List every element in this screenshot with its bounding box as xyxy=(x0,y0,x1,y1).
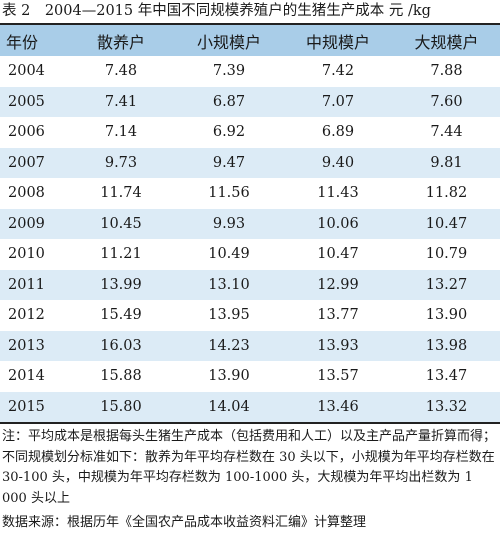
cost-cell: 11.56 xyxy=(208,185,250,202)
cost-cell: 13.27 xyxy=(393,269,500,300)
bottom-rule xyxy=(0,422,500,424)
year-cell: 2015 xyxy=(0,391,67,422)
cost-cell: 7.39 xyxy=(212,63,246,80)
header-cell-small: 小规模户 xyxy=(175,25,283,56)
year-cell: 2006 xyxy=(8,124,45,141)
header-cell-backyard: 散养户 xyxy=(67,25,175,56)
cost-cell: 13.95 xyxy=(208,307,250,324)
cost-cell: 15.88 xyxy=(100,368,142,385)
cost-cell: 11.43 xyxy=(317,185,359,202)
cost-cell: 15.49 xyxy=(100,307,142,324)
cost-table: 年份 散养户 小规模户 中规模户 大规模户 2004 7.48 7.39 7.42 7.… xyxy=(0,25,500,422)
year-cell: 2005 xyxy=(0,86,67,117)
table-row: 2011 13.99 13.10 12.99 13.27 xyxy=(0,269,500,300)
year-cell: 2007 xyxy=(0,147,67,178)
cost-cell: 13.90 xyxy=(425,307,468,324)
cost-cell: 10.79 xyxy=(425,246,468,263)
cost-cell: 6.92 xyxy=(212,124,246,141)
cost-cell: 10.49 xyxy=(208,246,250,263)
cost-cell: 13.46 xyxy=(283,391,393,422)
cost-cell: 13.90 xyxy=(208,368,250,385)
cost-cell: 9.47 xyxy=(175,147,283,178)
year-cell: 2014 xyxy=(8,368,45,385)
year-cell: 2013 xyxy=(0,330,67,361)
header-cell-medium: 中规模户 xyxy=(283,25,393,56)
data-source: 数据来源：根据历年《全国农产品成本收益资料汇编》计算整理 xyxy=(2,515,367,530)
cost-cell: 7.41 xyxy=(67,86,175,117)
cost-cell: 13.98 xyxy=(393,330,500,361)
cost-cell: 11.21 xyxy=(100,246,142,263)
table-row: 2005 7.41 6.87 7.07 7.60 xyxy=(0,86,500,117)
cost-cell: 11.82 xyxy=(425,185,468,202)
table-row: 2004 7.48 7.39 7.42 7.88 xyxy=(0,56,500,87)
top-rule xyxy=(0,23,500,25)
cost-cell: 10.47 xyxy=(393,208,500,239)
year-cell: 2004 xyxy=(8,63,45,80)
cost-cell: 6.87 xyxy=(175,86,283,117)
cost-cell: 14.23 xyxy=(175,330,283,361)
cost-cell: 16.03 xyxy=(67,330,175,361)
cost-cell: 7.48 xyxy=(104,63,138,80)
cost-cell: 13.93 xyxy=(283,330,393,361)
cost-cell: 14.04 xyxy=(175,391,283,422)
cost-cell: 13.10 xyxy=(175,269,283,300)
cost-cell: 7.88 xyxy=(430,63,463,80)
cost-cell: 9.40 xyxy=(283,147,393,178)
cost-cell: 9.81 xyxy=(393,147,500,178)
table-row: 2009 10.45 9.93 10.06 10.47 xyxy=(0,208,500,239)
header-row: 年份 散养户 小规模户 中规模户 大规模户 xyxy=(0,25,500,56)
table-title: 表 2 2004—2015 年中国不同规模养殖户的生猪生产成本 元 /kg xyxy=(2,3,431,19)
cost-cell: 10.47 xyxy=(317,246,359,263)
cost-cell: 11.74 xyxy=(100,185,142,202)
table-row: 2013 16.03 14.23 13.93 13.98 xyxy=(0,330,500,361)
cost-cell: 13.99 xyxy=(67,269,175,300)
cost-cell: 13.47 xyxy=(425,368,468,385)
cost-cell: 7.14 xyxy=(104,124,138,141)
cost-cell: 7.42 xyxy=(321,63,355,80)
cost-cell: 9.73 xyxy=(67,147,175,178)
cost-cell: 7.07 xyxy=(283,86,393,117)
header-cell-large: 大规模户 xyxy=(393,25,500,56)
year-cell: 2009 xyxy=(0,208,67,239)
table-row: 2008 11.74 11.56 11.43 11.82 xyxy=(0,178,500,209)
cost-cell: 13.77 xyxy=(317,307,359,324)
table-row: 2006 7.14 6.92 6.89 7.44 xyxy=(0,117,500,148)
table-row: 2015 15.80 14.04 13.46 13.32 xyxy=(0,391,500,422)
year-cell: 2011 xyxy=(0,269,67,300)
notes-section: 注：平均成本是根据每头生猪生产成本（包括费用和人工）以及主产品产量折算而得；不同… xyxy=(2,427,498,534)
year-cell: 2012 xyxy=(8,307,45,324)
cost-cell: 6.89 xyxy=(321,124,355,141)
cost-cell: 15.80 xyxy=(67,391,175,422)
year-cell: 2008 xyxy=(8,185,45,202)
year-cell: 2010 xyxy=(8,246,45,263)
cost-cell: 12.99 xyxy=(283,269,393,300)
cost-cell: 13.57 xyxy=(317,368,359,385)
table-note: 注：平均成本是根据每头生猪生产成本（包括费用和人工）以及主产品产量折算而得；不同… xyxy=(2,429,497,506)
cost-cell: 10.06 xyxy=(283,208,393,239)
table-row: 2014 15.88 13.90 13.57 13.47 xyxy=(0,361,500,392)
cost-cell: 10.45 xyxy=(67,208,175,239)
cost-cell: 7.44 xyxy=(430,124,463,141)
table-row: 2007 9.73 9.47 9.40 9.81 xyxy=(0,147,500,178)
table-row: 2010 11.21 10.49 10.47 10.79 xyxy=(0,239,500,270)
cost-cell: 7.60 xyxy=(393,86,500,117)
cost-cell: 13.32 xyxy=(393,391,500,422)
cost-cell: 9.93 xyxy=(175,208,283,239)
header-cell-year: 年份 xyxy=(0,25,67,56)
table-row: 2012 15.49 13.95 13.77 13.90 xyxy=(0,300,500,331)
